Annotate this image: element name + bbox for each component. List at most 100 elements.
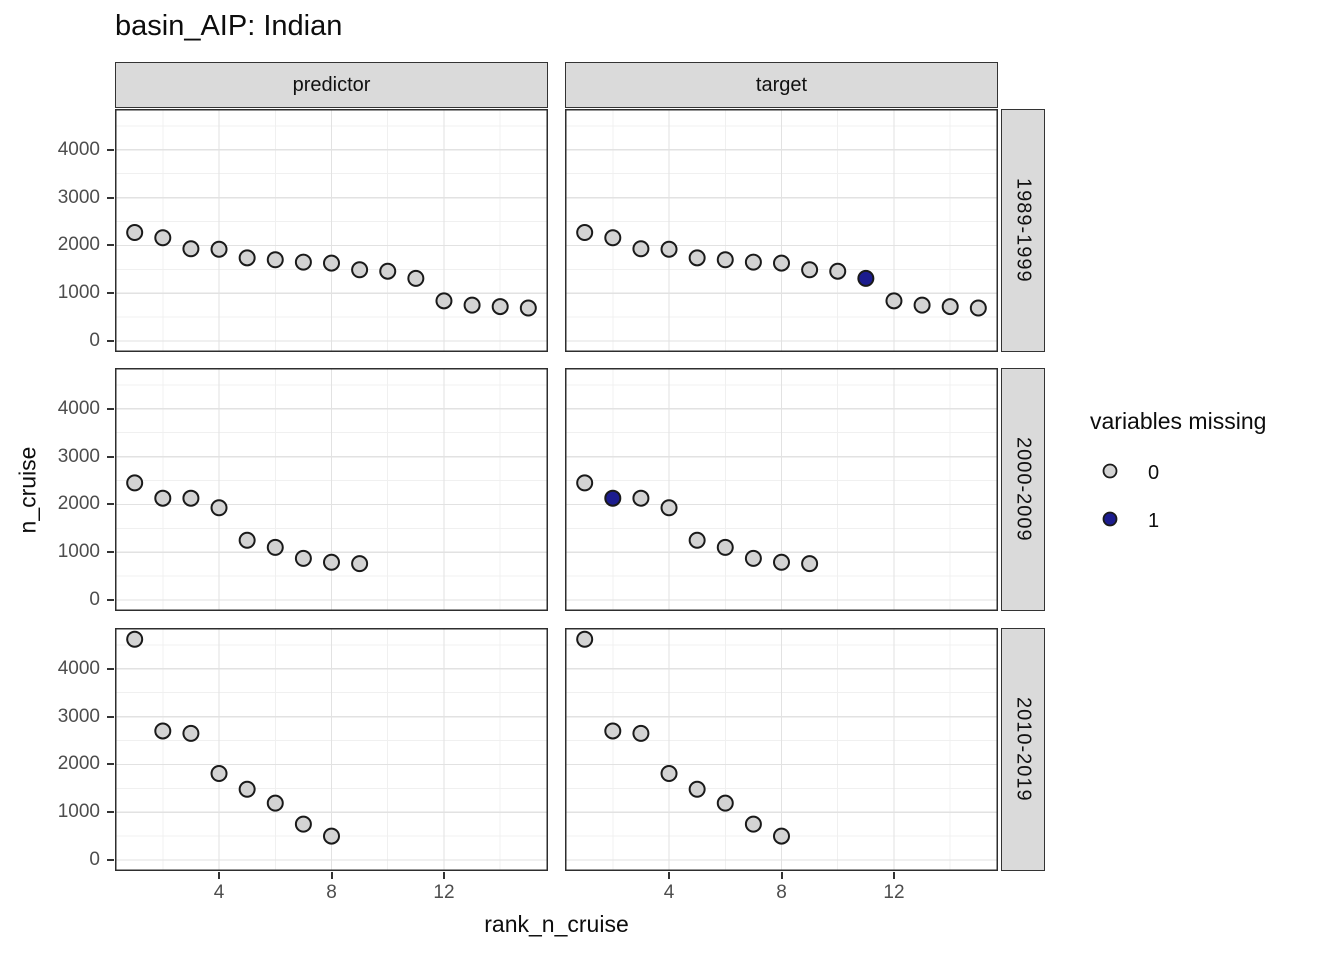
data-point [294,815,312,833]
data-point [210,240,228,258]
data-point [688,531,706,549]
facet-strip-label: 1989-1999 [1012,178,1035,283]
data-point [126,474,144,492]
legend-item-0: 0 [1088,449,1338,497]
y-tick-mark [107,763,114,766]
facet-panel-target-2010-2019 [565,628,998,871]
data-point [154,722,172,740]
y-tick-mark [107,455,114,458]
data-point [576,630,594,648]
data-point [238,249,256,267]
facet-strip-1989-1999: 1989-1999 [1001,109,1045,352]
y-tick-mark [107,196,114,199]
data-point [154,489,172,507]
y-tick-mark [107,148,114,151]
y-tick-label: 1000 [57,541,100,563]
data-point [182,489,200,507]
x-tick-label: 12 [883,882,905,903]
y-tick-label: 2000 [57,234,100,256]
y-tick-label: 2000 [57,753,100,775]
y-tick-mark [107,292,114,295]
data-point [716,251,734,269]
x-tick-label: 4 [663,882,675,903]
data-point [463,296,481,314]
y-tick-label: 1000 [57,801,100,823]
y-tick-label: 1000 [57,282,100,304]
data-point [238,531,256,549]
y-tick-mark [107,551,114,554]
legend-title: variables missing [1090,408,1267,434]
x-tick-label: 8 [326,882,337,903]
data-point [126,224,144,242]
y-tick-label: 4000 [57,657,100,679]
data-point [885,292,903,310]
x-tick-label: 8 [776,882,787,903]
facet-strip-2000-2009: 2000-2009 [1001,368,1045,611]
legend-key-icon [1100,461,1120,486]
data-point [576,224,594,242]
y-tick-mark [107,858,114,861]
x-tick-mark [442,872,445,879]
data-point [266,251,284,269]
data-point [294,549,312,567]
y-tick-label: 0 [89,848,100,870]
y-tick-mark [107,407,114,410]
data-point [266,538,284,556]
facet-panel-target-2000-2009 [565,368,998,611]
facet-panel-target-1989-1999 [565,109,998,352]
data-point [491,298,509,316]
y-tick-mark [107,503,114,506]
facet-strip-label: 2000-2009 [1012,437,1035,542]
data-point [576,474,594,492]
data-point [744,253,762,271]
data-point [801,555,819,573]
data-point [294,253,312,271]
data-point [688,780,706,798]
data-point-missing [604,489,622,507]
legend-item-1: 1 [1088,497,1338,545]
data-point [688,249,706,267]
data-point [660,240,678,258]
y-tick-mark [107,715,114,718]
data-point [126,630,144,648]
data-point [913,296,931,314]
data-point [604,722,622,740]
data-point [632,240,650,258]
facet-strip-label: predictor [292,73,371,96]
facet-strip-label: target [755,73,808,96]
data-point [351,555,369,573]
data-point [379,262,397,280]
y-tick-mark [107,244,114,247]
data-point [323,553,340,571]
data-point [435,292,453,310]
data-point [744,549,762,567]
x-tick-label: 12 [433,882,455,903]
data-point [604,229,622,247]
data-point-missing [857,269,875,287]
data-point [716,794,734,812]
data-point [238,780,256,798]
data-point [182,240,200,258]
y-tick-label: 4000 [57,138,100,160]
data-point [829,262,847,280]
x-tick-label: 4 [213,882,225,903]
facet-strip-target: target [565,62,998,108]
data-point [632,489,650,507]
data-point [210,764,228,782]
data-point [632,724,650,742]
x-tick-mark [330,872,333,879]
y-tick-mark [107,598,114,601]
legend-key-icon [1100,509,1120,534]
x-axis-title: rank_n_cruise [484,911,629,937]
data-point [519,299,537,317]
data-point [323,827,340,845]
data-point [210,499,228,517]
data-point [773,553,790,571]
x-tick-mark [668,872,671,879]
data-point [969,299,987,317]
data-point [660,499,678,517]
data-point [744,815,762,833]
